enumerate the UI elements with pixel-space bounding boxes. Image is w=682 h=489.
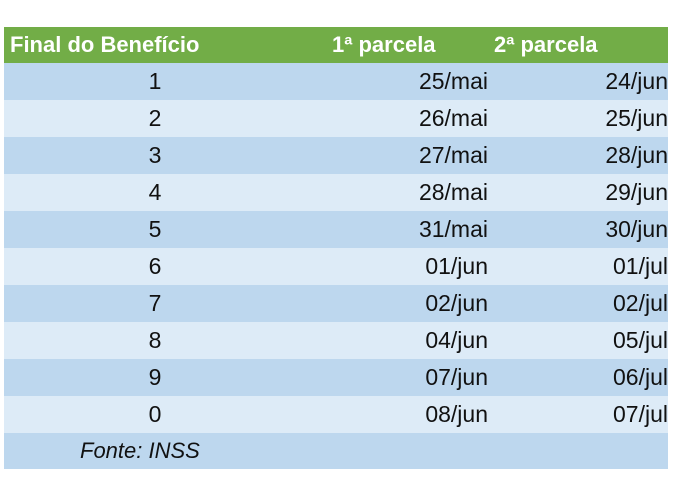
cell-segunda: 24/jun [605, 68, 668, 94]
cell-segunda: 30/jun [605, 216, 668, 242]
cell-segunda: 25/jun [605, 105, 668, 131]
table-row: 8 04/jun 05/jul [4, 322, 668, 359]
header-primeira-parcela: 1ª parcela [332, 32, 436, 57]
cell-final: 3 [148, 142, 162, 168]
cell-primeira: 31/mai [418, 216, 488, 242]
cell-segunda: 01/jul [613, 253, 668, 279]
cell-primeira: 25/mai [418, 68, 488, 94]
header-segunda-parcela: 2ª parcela [494, 32, 598, 57]
table-row: 9 07/jun 06/jul [4, 359, 668, 396]
cell-final: 7 [148, 290, 162, 316]
cell-primeira: 02/jun [425, 290, 488, 316]
cell-final: 9 [148, 364, 162, 390]
table-row: 2 26/mai 25/jun [4, 100, 668, 137]
table-row: 0 08/jun 07/jul [4, 396, 668, 433]
cell-segunda: 06/jul [613, 364, 668, 390]
table-row: 1 25/mai 24/jun [4, 63, 668, 100]
table-row: 5 31/mai 30/jun [4, 211, 668, 248]
table-row: 6 01/jun 01/jul [4, 248, 668, 285]
cell-final: 5 [148, 216, 162, 242]
table-footer: Fonte: INSS [4, 433, 668, 469]
table-row: 7 02/jun 02/jul [4, 285, 668, 322]
cell-primeira: 28/mai [418, 179, 488, 205]
cell-primeira: 27/mai [418, 142, 488, 168]
table-row: 3 27/mai 28/jun [4, 137, 668, 174]
header-final-beneficio: Final do Benefício [10, 32, 200, 57]
cell-final: 1 [148, 68, 162, 94]
cell-segunda: 05/jul [613, 327, 668, 353]
cell-segunda: 07/jul [613, 401, 668, 427]
cell-final: 6 [148, 253, 162, 279]
cell-segunda: 02/jul [613, 290, 668, 316]
cell-segunda: 29/jun [605, 179, 668, 205]
payment-schedule-table: Final do Benefício 1ª parcela 2ª parcela… [4, 27, 668, 469]
cell-final: 2 [148, 105, 162, 131]
cell-primeira: 08/jun [425, 401, 488, 427]
cell-final: 8 [148, 327, 162, 353]
cell-primeira: 07/jun [425, 364, 488, 390]
cell-primeira: 26/mai [418, 105, 488, 131]
cell-final: 0 [148, 401, 162, 427]
cell-primeira: 01/jun [425, 253, 488, 279]
table-header: Final do Benefício 1ª parcela 2ª parcela [4, 27, 668, 63]
table-row: 4 28/mai 29/jun [4, 174, 668, 211]
cell-segunda: 28/jun [605, 142, 668, 168]
source-note: Fonte: INSS [80, 438, 200, 463]
cell-final: 4 [148, 179, 162, 205]
cell-primeira: 04/jun [425, 327, 488, 353]
